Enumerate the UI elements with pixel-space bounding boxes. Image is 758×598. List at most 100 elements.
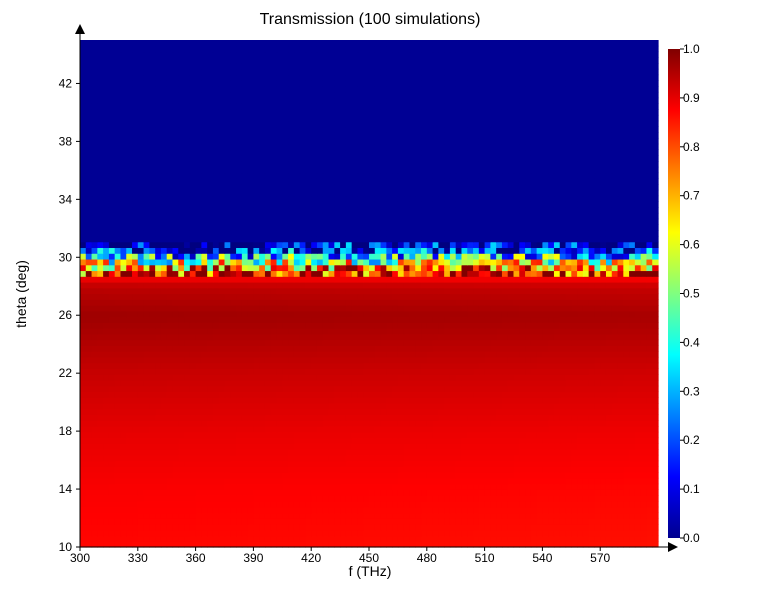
heatmap-cell <box>218 420 226 427</box>
heatmap-cell <box>132 287 139 295</box>
heatmap-cell <box>490 414 497 421</box>
heatmap-cell <box>444 333 451 341</box>
heatmap-cell <box>322 414 330 421</box>
heatmap-cell <box>588 454 596 462</box>
heatmap-cell <box>640 362 648 369</box>
heatmap-cell <box>623 356 630 364</box>
heatmap-cell <box>542 385 549 393</box>
heatmap-cell <box>288 518 295 525</box>
heatmap-cell <box>536 305 543 312</box>
heatmap-cell <box>461 460 468 467</box>
heatmap-cell <box>85 402 93 410</box>
heatmap-cell <box>374 454 382 462</box>
heatmap-cell <box>149 489 156 496</box>
heatmap-cell <box>397 328 405 335</box>
heatmap-cell <box>340 305 347 312</box>
heatmap-cell <box>282 466 289 473</box>
heatmap-cell <box>403 397 411 404</box>
heatmap-cell <box>646 316 653 323</box>
heatmap-cell <box>334 523 341 531</box>
heatmap-cell <box>600 356 607 364</box>
heatmap-cell <box>143 408 150 416</box>
heatmap-cell <box>91 495 98 502</box>
heatmap-cell <box>571 333 578 341</box>
heatmap-cell <box>467 281 474 289</box>
heatmap-cell <box>444 535 451 542</box>
heatmap-cell <box>467 523 474 531</box>
heatmap-cell <box>189 287 197 295</box>
heatmap-cell <box>629 391 636 398</box>
heatmap-cell <box>403 339 411 346</box>
heatmap-cell <box>374 368 382 375</box>
heatmap-cell <box>484 431 491 439</box>
heatmap-cell <box>114 431 122 439</box>
heatmap-cell <box>432 541 439 548</box>
heatmap-cell <box>600 518 607 525</box>
heatmap-cell <box>415 281 422 289</box>
heatmap-cell <box>415 449 422 456</box>
heatmap-cell <box>490 287 497 295</box>
heatmap-cell <box>629 264 636 272</box>
heatmap-cell <box>340 506 347 514</box>
heatmap-cell <box>507 437 515 444</box>
heatmap-cell <box>322 379 330 387</box>
heatmap-cell <box>530 379 538 387</box>
heatmap-cell <box>328 535 335 542</box>
heatmap-cell <box>103 437 110 444</box>
heatmap-cell <box>172 408 179 416</box>
heatmap-cell <box>629 351 636 358</box>
heatmap-cell <box>143 426 150 433</box>
heatmap-cell <box>461 408 468 416</box>
heatmap-cell <box>496 316 503 323</box>
heatmap-cell <box>212 339 220 346</box>
heatmap-cell <box>536 535 543 542</box>
heatmap-cell <box>553 316 561 323</box>
heatmap-cell <box>149 345 156 352</box>
heatmap-cell <box>444 512 451 519</box>
heatmap-cell <box>415 258 422 266</box>
heatmap-cell <box>91 287 98 295</box>
heatmap-cell <box>322 299 330 306</box>
heatmap-cell <box>108 518 116 525</box>
heatmap-cell <box>97 535 104 542</box>
heatmap-cell <box>247 500 254 508</box>
heatmap-cell <box>565 460 572 467</box>
heatmap-cell <box>207 466 214 473</box>
heatmap-cell <box>334 287 341 295</box>
heatmap-cell <box>415 518 422 525</box>
heatmap-cell <box>605 345 613 352</box>
heatmap-cell <box>357 460 364 467</box>
heatmap-cell <box>224 374 231 381</box>
heatmap-cell <box>605 472 613 479</box>
heatmap-cell <box>530 512 538 519</box>
heatmap-cell <box>490 258 497 266</box>
heatmap-cell <box>421 316 428 323</box>
heatmap-cell <box>438 362 445 369</box>
heatmap-cell <box>588 512 596 519</box>
heatmap-cell <box>565 402 572 410</box>
heatmap-cell <box>548 512 555 519</box>
heatmap-cell <box>484 466 491 473</box>
heatmap-cell <box>230 460 237 467</box>
heatmap-cell <box>259 356 266 364</box>
heatmap-cell <box>403 443 411 450</box>
heatmap-cell <box>120 443 127 450</box>
heatmap-cell <box>241 397 249 404</box>
heatmap-cell <box>403 460 411 467</box>
heatmap-cell <box>444 397 451 404</box>
heatmap-cell <box>582 512 590 519</box>
heatmap-cell <box>467 518 474 525</box>
heatmap-cell <box>114 316 122 323</box>
heatmap-cell <box>218 316 226 323</box>
heatmap-cell <box>120 374 127 381</box>
heatmap-cell <box>530 276 538 283</box>
heatmap-cell <box>403 374 411 381</box>
heatmap-cell <box>85 362 93 369</box>
heatmap-cell <box>496 362 503 369</box>
heatmap-cell <box>455 374 463 381</box>
heatmap-cell <box>369 460 376 467</box>
heatmap-cell <box>646 489 653 496</box>
heatmap-cell <box>501 495 509 502</box>
heatmap-cell <box>582 305 590 312</box>
heatmap-cell <box>97 529 104 537</box>
